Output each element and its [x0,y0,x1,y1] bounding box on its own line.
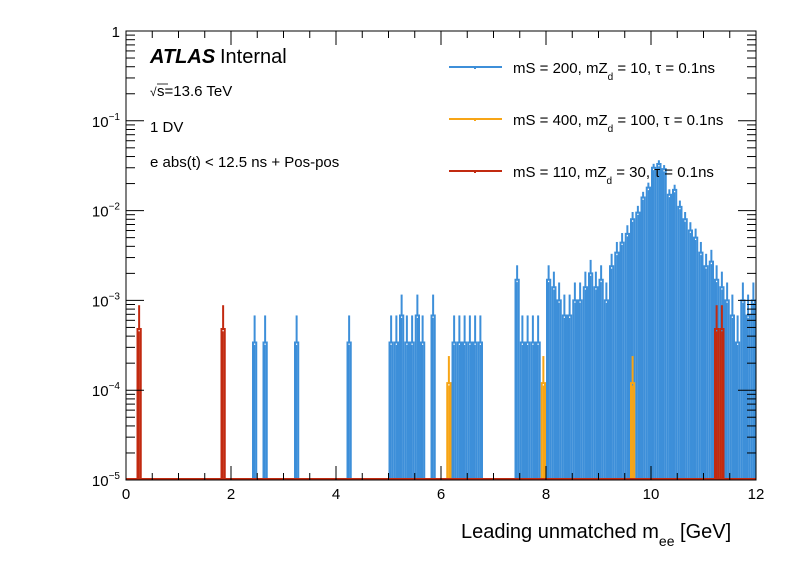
x-tick-label: 8 [542,486,550,503]
axis-ticks [125,30,757,481]
histogram-bin [567,314,573,480]
y-tick-base: 10 [92,383,109,400]
y-tick-base: 10 [92,293,109,310]
histogram-bin [708,260,714,480]
y-tick-label: 10−3 [92,291,121,310]
x-tick-label: 4 [332,486,340,503]
histogram-bin [745,314,751,480]
histogram-bin [714,328,720,480]
histogram-bin [540,382,546,480]
legend-label: mS = 110, mZd = 30, τ = 0.1ns [513,164,714,187]
energy-label: s=13.6 TeV [157,83,232,100]
histogram-bin [220,328,226,480]
y-tick-label: 10−5 [92,471,121,490]
histogram-bin [661,168,667,480]
histogram-bin [582,286,588,480]
histogram-bin [682,218,688,480]
legend-label-sub: d [608,124,614,135]
y-tick-exponent: −3 [109,291,121,302]
histogram-bin [719,328,725,480]
y-tick-label: 10−1 [92,112,121,131]
legend-label-main: mS = 200, mZ [513,60,608,77]
series-0 [252,160,756,480]
histogram-bin [598,278,604,480]
histogram-bin [619,241,625,480]
y-tick-label: 10−2 [92,202,121,221]
legend-label-sub: d [607,176,613,187]
histogram-bin [430,314,436,480]
legend-label-rest: = 100, τ = 0.1ns [613,112,723,129]
x-tick-label: 2 [227,486,235,503]
x-axis-title-sub: ee [659,533,675,549]
legend-label-main: mS = 110, mZ [513,164,607,181]
x-tick-label: 0 [122,486,130,503]
histogram-bin [546,278,552,480]
histogram-bin [672,188,678,480]
histogram-bin [514,278,520,480]
y-tick-exponent: −1 [109,112,121,123]
y-tick-base: 10 [92,204,109,221]
legend-label-sub: d [608,72,614,83]
y-tick-base: 10 [92,114,109,131]
histogram-bin [446,382,452,480]
y-tick-base: 10 [92,473,109,490]
histogram-bin [630,382,636,480]
histogram-bin [729,314,735,480]
selection-cut-label: e abs(t) < 12.5 ns + Pos-pos [150,154,339,171]
histogram-bin [630,218,636,480]
histogram-bin [593,286,599,480]
atlas-internal-label: Internal [220,46,287,68]
histogram-bin [677,205,683,480]
x-tick-labels: 0 2 4 6 8 10 12 [122,486,765,503]
histogram-bin [645,186,651,480]
y-tick-label: 1 [112,24,120,41]
x-tick-label: 6 [437,486,445,503]
sqrt-symbol: √ [150,85,157,99]
atlas-label: ATLAS [149,46,216,68]
x-axis-title-unit: [GeV] [675,521,732,543]
histogram-bin [551,286,557,480]
x-tick-label: 12 [748,486,765,503]
histogram-bin [414,314,420,480]
y-tick-exponent: −4 [109,381,121,392]
histogram-bin [136,328,142,480]
histogram-bin [399,314,405,480]
y-tick-exponent: −5 [109,471,121,482]
y-tick-labels: 10−510−410−310−210−11 [92,24,121,490]
histogram-bin [561,314,567,480]
series-2 [136,305,725,480]
histogram-bin [640,196,646,480]
legend-label-main: mS = 400, mZ [513,112,608,129]
legend-label-rest: = 10, τ = 0.1ns [613,60,715,77]
legend-label-rest: = 30, τ = 0.1ns [612,164,714,181]
x-axis-title-main: Leading unmatched m [461,521,659,543]
histogram-bin [651,166,657,480]
x-tick-label: 10 [643,486,660,503]
x-axis-title: Leading unmatched mee [GeV] [461,521,731,549]
y-tick-label: 10−4 [92,381,121,400]
selection-dv-label: 1 DV [150,119,183,136]
y-tick-exponent: −2 [109,202,121,213]
legend-label: mS = 400, mZd = 100, τ = 0.1ns [513,112,723,135]
legend-label: mS = 200, mZd = 10, τ = 0.1ns [513,60,715,83]
series-layer [126,160,756,480]
